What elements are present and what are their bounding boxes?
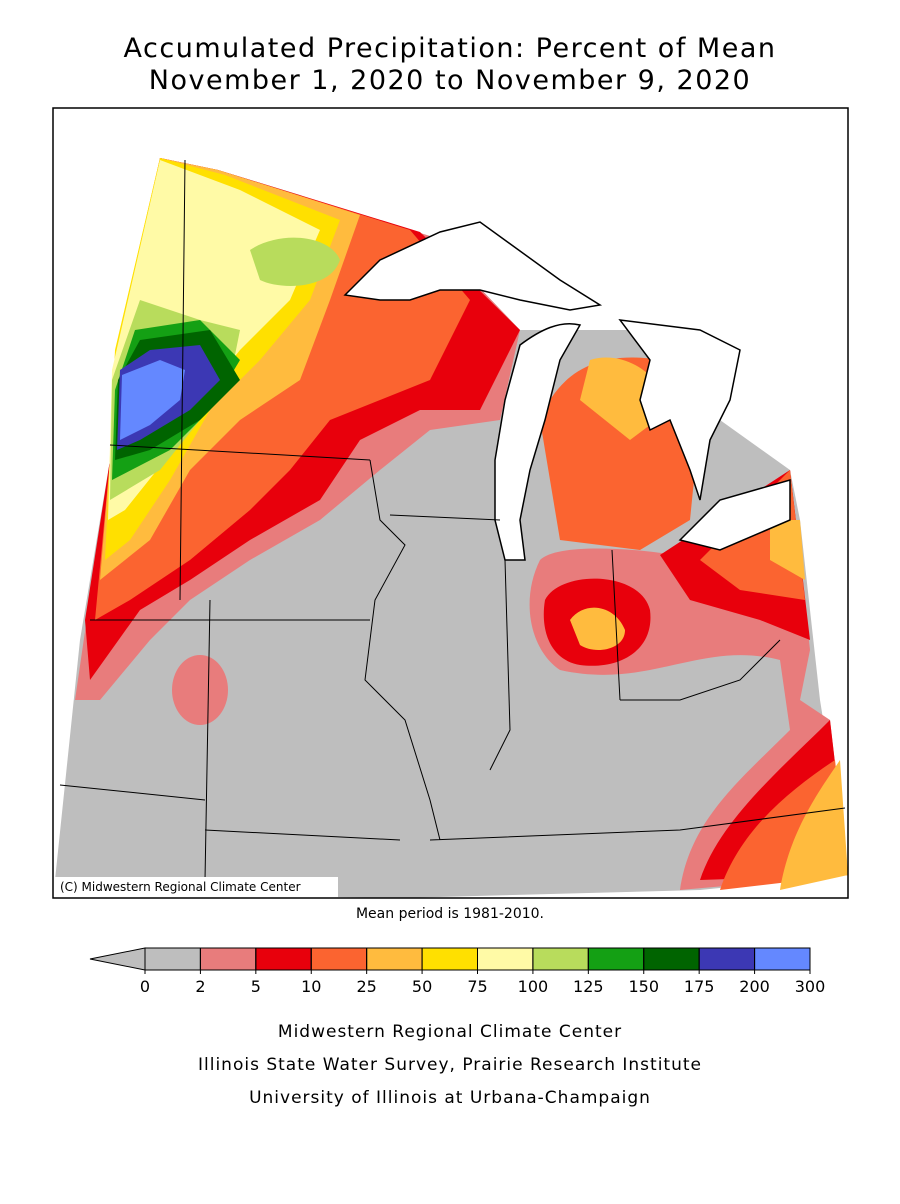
- map-frame: [52, 107, 849, 899]
- lakes: [343, 221, 791, 561]
- legend-tick-label: 75: [467, 977, 487, 996]
- legend-swatch: [532, 947, 589, 971]
- legend-swatch: [698, 947, 756, 971]
- legend-tick-label: 125: [573, 977, 604, 996]
- legend-tick-label: 25: [356, 977, 376, 996]
- legend-tick-label: 50: [412, 977, 432, 996]
- legend-tick-label: 150: [628, 977, 659, 996]
- legend-swatch: [754, 947, 811, 971]
- precip-lightorange: [100, 158, 848, 890]
- footer-line: Midwestern Regional Climate Center: [278, 1022, 622, 1042]
- legend-tick-label: 200: [739, 977, 770, 996]
- title-line: November 1, 2020 to November 9, 2020: [149, 65, 751, 96]
- legend-swatch: [255, 947, 312, 971]
- legend-swatch: [144, 947, 201, 971]
- legend-tick-label: 175: [684, 977, 715, 996]
- legend-tick-label: 2: [195, 977, 205, 996]
- legend: 0 2 5 10 25 50 75 100 125 150 175 200 300: [89, 947, 826, 996]
- footer-line: Illinois State Water Survey, Prairie Res…: [198, 1055, 702, 1075]
- legend-swatch: [199, 947, 257, 971]
- legend-swatch: [643, 947, 700, 971]
- legend-tick-label: 5: [251, 977, 261, 996]
- copyright: (C) Midwestern Regional Climate Center: [60, 880, 301, 894]
- footer-line: University of Illinois at Urbana-Champai…: [249, 1088, 651, 1108]
- legend-swatch: [310, 947, 368, 971]
- legend-tick-label: 0: [140, 977, 150, 996]
- legend-tick-label: 300: [795, 977, 826, 996]
- state-borders: [59, 159, 846, 881]
- precip-blue: [120, 360, 185, 440]
- copyright-box: [55, 877, 338, 897]
- legend-swatch: [421, 947, 479, 971]
- legend-tick-label: 100: [518, 977, 549, 996]
- note: Mean period is 1981-2010.: [356, 906, 544, 922]
- legend-swatch: [366, 947, 423, 971]
- title-line: Accumulated Precipitation: Percent of Me…: [124, 33, 777, 64]
- legend-swatch: [587, 947, 645, 971]
- precip-pink: [172, 655, 228, 725]
- legend-under-arrow: [89, 947, 146, 971]
- legend-tick-label: 10: [301, 977, 321, 996]
- legend-swatch: [477, 947, 534, 971]
- map-area: (C) Midwestern Regional Climate Center: [52, 107, 849, 899]
